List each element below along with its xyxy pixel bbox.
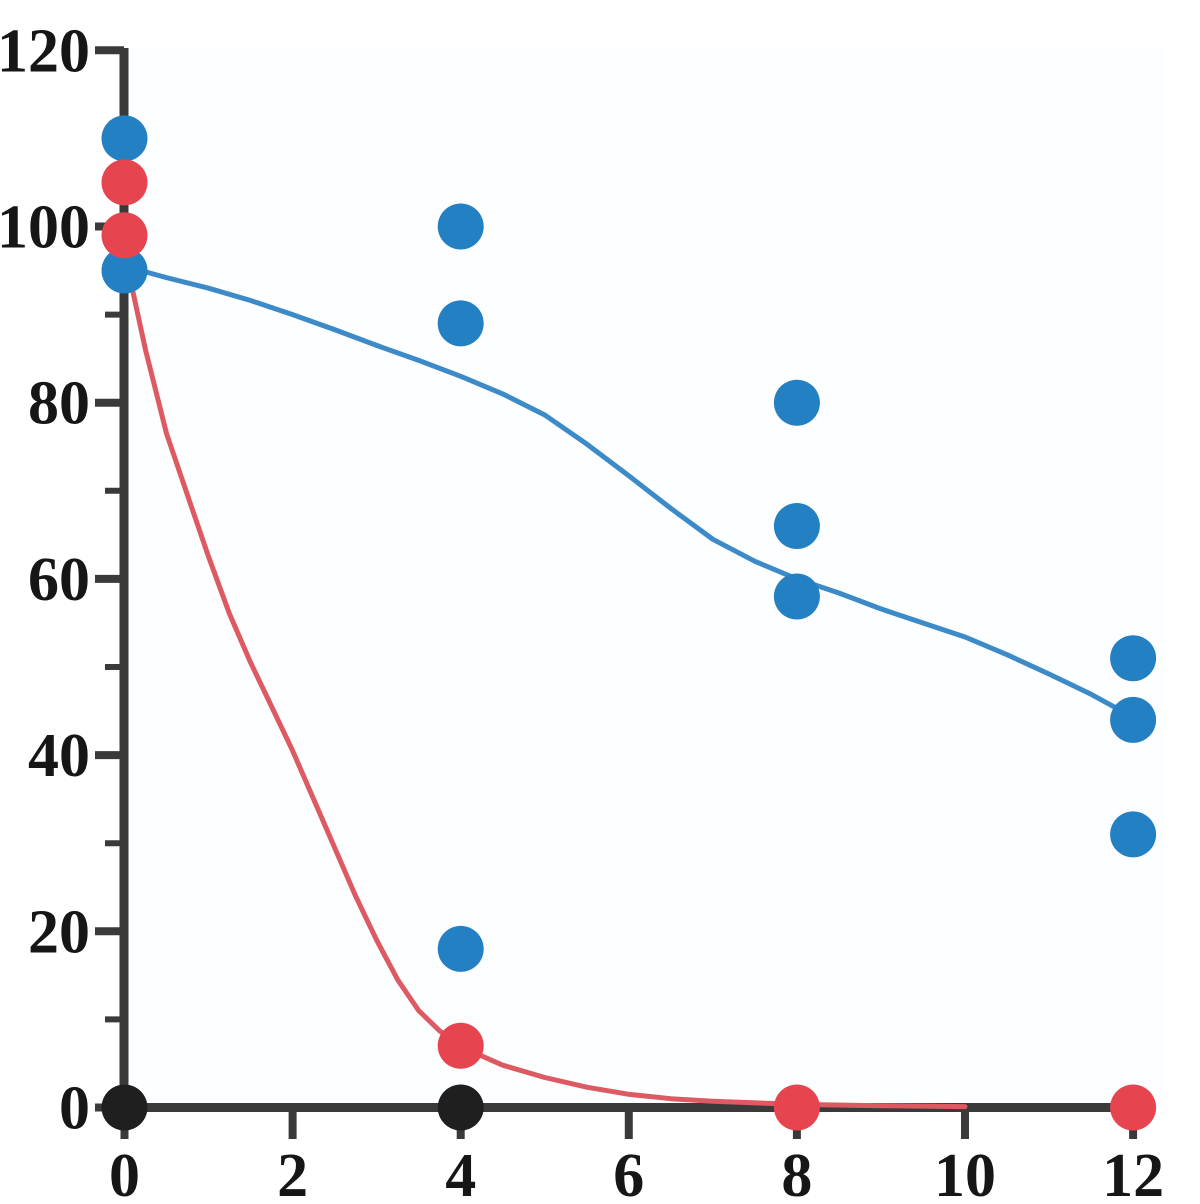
- blue-series-point: [1110, 696, 1157, 743]
- y-tick-label: 0: [59, 1075, 90, 1143]
- blue-series-trend-line: [122, 263, 1136, 720]
- blue-series-point: [773, 379, 820, 426]
- x-tick-label: 8: [781, 1142, 812, 1204]
- y-tick-label: 80: [28, 370, 90, 438]
- y-tick-label: 60: [28, 546, 90, 614]
- y-tick-label: 40: [28, 722, 90, 790]
- y-axis-tick-labels: 0 20 40 60 80 100 120: [0, 17, 90, 1142]
- x-tick-label: 4: [445, 1142, 476, 1204]
- blue-series-point: [773, 503, 820, 549]
- x-tick-label: 6: [613, 1142, 644, 1204]
- blue-series-point: [101, 247, 148, 294]
- y-tick-label: 100: [0, 194, 90, 262]
- black-series-point: [437, 1084, 484, 1131]
- x-axis-tick-labels: 0 2 4 6 8 10 12: [109, 1142, 1164, 1204]
- x-tick-label: 2: [277, 1142, 308, 1204]
- blue-series-point: [1110, 635, 1157, 682]
- red-series-point: [101, 212, 148, 259]
- trend-lines: [122, 250, 1136, 1110]
- x-tick-label: 0: [109, 1142, 140, 1204]
- blue-series-point: [437, 203, 484, 250]
- red-series-point: [101, 159, 148, 206]
- x-tick-label: 12: [1102, 1142, 1164, 1204]
- y-tick-label: 120: [0, 17, 90, 85]
- red-series-trend-line: [122, 250, 968, 1110]
- blue-series-point: [773, 573, 820, 620]
- data-points: [101, 115, 1157, 1131]
- black-series-point: [101, 1084, 148, 1131]
- blue-series-point: [437, 300, 484, 347]
- plot-background: [124, 48, 1164, 1108]
- blue-series-point: [101, 115, 148, 162]
- y-tick-label: 20: [28, 898, 90, 966]
- blue-series-point: [437, 925, 484, 972]
- plot-area: [124, 48, 1164, 1108]
- red-series-point: [773, 1084, 820, 1131]
- red-series-point: [1110, 1084, 1157, 1131]
- red-series-point: [437, 1022, 484, 1069]
- blue-series-point: [1110, 811, 1157, 858]
- x-tick-label: 10: [934, 1142, 996, 1204]
